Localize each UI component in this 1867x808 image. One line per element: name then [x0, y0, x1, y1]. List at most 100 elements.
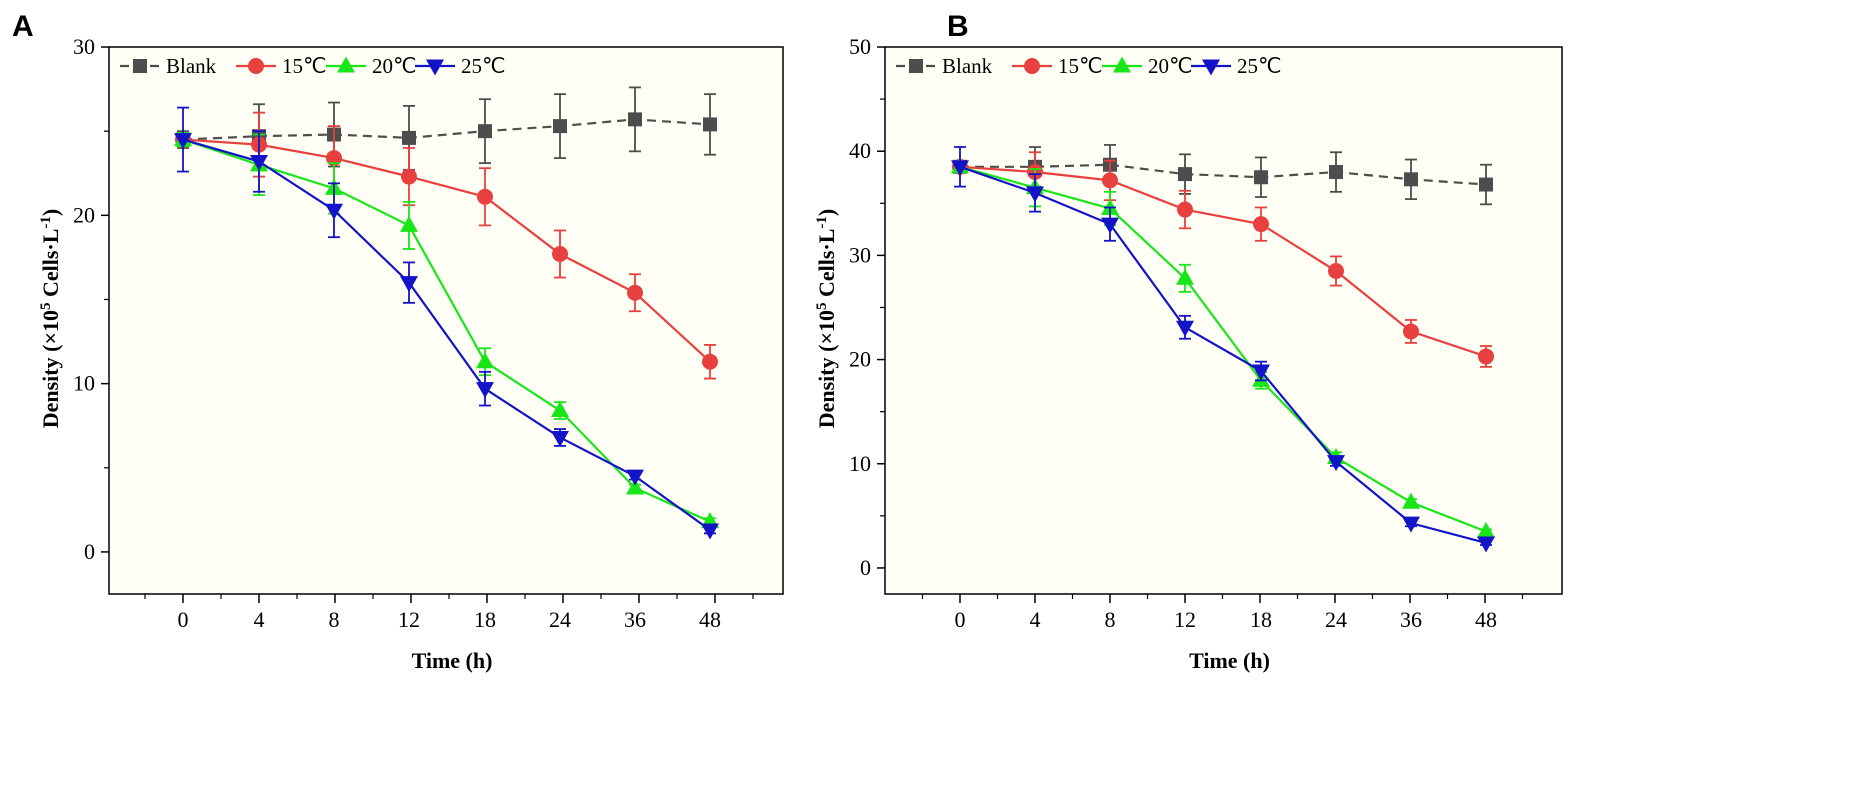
panel-a-xtick-label: 4 — [254, 607, 265, 632]
panel-b-data-point — [1328, 263, 1344, 280]
panel-a-xtick-label: 36 — [624, 607, 646, 632]
panel-b-xtick-label: 4 — [1030, 607, 1041, 632]
panel-a-data-point — [703, 117, 717, 132]
panel-b-series-line — [959, 165, 1487, 358]
panel-a-legend-label: 25℃ — [461, 54, 506, 78]
panel-a-xtick-label: 0 — [178, 607, 189, 632]
panel-b-legend-label: 20℃ — [1148, 54, 1193, 78]
panel-a-data-point — [627, 284, 643, 301]
panel-a-data-point — [552, 246, 568, 263]
panel-a-data-point — [478, 124, 492, 139]
panel-b-data-point — [951, 160, 969, 177]
panel-b-series-line — [959, 165, 1487, 545]
panel-b-plot-frame — [884, 46, 1563, 595]
panel-b-data-point — [1404, 172, 1418, 187]
panel-b-ytick-label: 30 — [849, 242, 871, 267]
panel-b-legend-marker — [1202, 59, 1220, 76]
panel-a-data-point — [400, 215, 418, 232]
panel-b-data-point — [1254, 170, 1268, 185]
panel-label-a: A — [12, 10, 34, 43]
panel-a-series-line — [182, 138, 711, 531]
panel-a-legend-marker — [337, 56, 355, 73]
panel-b-legend: Blank 15℃ 20℃ 25℃ — [896, 54, 1282, 78]
panel-a-ytick-label: 30 — [73, 34, 95, 59]
panel-b-data-point — [1176, 268, 1194, 285]
panel-b-xtick-label: 18 — [1250, 607, 1272, 632]
panel-a-data-point — [553, 119, 567, 134]
panel-a-series-line — [182, 138, 711, 363]
panel-a-legend-marker — [426, 59, 444, 76]
panel-b-xtick-label: 8 — [1105, 607, 1116, 632]
panel-b-series-3 — [951, 146, 1495, 553]
panel-a-data-point — [476, 382, 494, 399]
panel-a-xlabel: Time (h) — [412, 648, 493, 673]
panel-a-data-point — [702, 353, 718, 370]
panel-b-data-point — [1329, 165, 1343, 180]
panel-a-xtick-label: 48 — [699, 607, 721, 632]
panel-a-legend-label: 15℃ — [282, 54, 327, 78]
panel-b-ylabel-part: Cells·L — [814, 229, 839, 303]
panel-b-data-point — [1176, 320, 1194, 337]
panel-b-xtick-label: 12 — [1174, 607, 1196, 632]
panel-b-data-point — [1327, 455, 1345, 472]
panel-b-ytick-label: 10 — [849, 451, 871, 476]
panel-a-data-point — [401, 168, 417, 185]
panel-b-legend-marker — [909, 59, 923, 73]
panel-a-data-point — [250, 154, 268, 171]
panel-a-ylabel-part: -1 — [38, 216, 54, 229]
panel-b-ytick-label: 50 — [849, 34, 871, 59]
panel-b-legend-label: Blank — [942, 54, 993, 78]
panel-b-data-point — [1102, 172, 1118, 189]
panel-b-ytick-label: 20 — [849, 347, 871, 372]
panel-a-data-point — [551, 430, 569, 447]
panel-b-legend-label: 25℃ — [1237, 54, 1282, 78]
panel-a-xtick-label: 8 — [329, 607, 340, 632]
panel-b-data-point — [1402, 516, 1420, 533]
panel-b-data-point — [1402, 492, 1420, 509]
panel-b-series-line — [960, 163, 1487, 186]
panel-b-data-point — [1403, 323, 1419, 340]
panel-b-ylabel-part: 5 — [814, 303, 830, 311]
panel-a-data-point — [326, 150, 342, 167]
panel-a-legend-marker — [133, 59, 147, 73]
panel-b-xtick-label: 0 — [955, 607, 966, 632]
panel-a-data-point — [325, 203, 343, 220]
panel-label-b: B — [947, 10, 969, 43]
panel-a-data-point — [626, 478, 644, 495]
panel-b-ylabel: Density (×105 Cells·L-1) — [814, 209, 839, 429]
panel-a-xtick-label: 24 — [549, 607, 571, 632]
panel-a-data-point — [174, 133, 192, 150]
panel-a-ylabel: Density (×105 Cells·L-1) — [38, 209, 63, 429]
panel-a-xtick-label: 12 — [398, 607, 420, 632]
panel-b-data-point — [1477, 521, 1495, 538]
panel-b-ytick-label: 40 — [849, 138, 871, 163]
panel-a-series-line — [182, 118, 711, 141]
panel-b-xtick-label: 24 — [1325, 607, 1347, 632]
panel-b-xtick-label: 48 — [1475, 607, 1497, 632]
panel-b-ylabel-part: -1 — [814, 216, 830, 229]
panel-b-legend-marker — [1113, 56, 1131, 73]
panel-b-xtick-label: 36 — [1400, 607, 1422, 632]
panel-a-data-point — [628, 112, 642, 127]
panel-a-data-point — [551, 401, 569, 418]
panel-a-data-point — [402, 130, 416, 145]
panel-a-data-point — [400, 276, 418, 293]
panel-b-series-line — [959, 165, 1487, 533]
panel-a-xtick-label: 18 — [474, 607, 496, 632]
panel-b-data-point — [1253, 216, 1269, 233]
panel-b-data-point — [1026, 186, 1044, 203]
panel-a-data-point — [477, 188, 493, 205]
panel-a-series-3 — [174, 106, 719, 540]
panel-a-ylabel-part: ) — [38, 209, 63, 216]
panel-b-data-point — [1478, 348, 1494, 365]
panel-a-legend-label: Blank — [166, 54, 217, 78]
panel-b-data-point — [1178, 167, 1192, 182]
panel-a-ylabel-part: Density (×10 — [38, 310, 63, 428]
panel-a-ytick-label: 10 — [73, 371, 95, 396]
panel-a-ylabel-part: Cells·L — [38, 229, 63, 303]
panel-b-xlabel: Time (h) — [1189, 648, 1270, 673]
panel-b-ytick-label: 0 — [860, 555, 871, 580]
